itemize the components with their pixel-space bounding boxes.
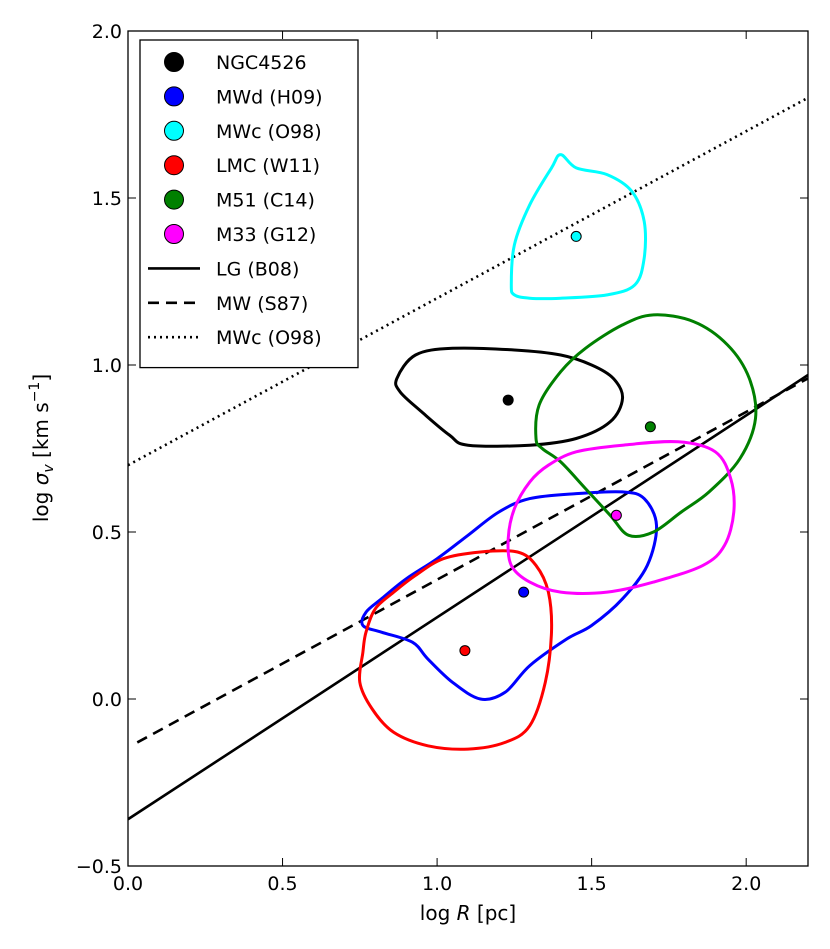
legend: NGC4526 MWd (H09) MWc (O98) LMC (W11) M51 (C… (139, 39, 359, 369)
x-axis-label: log R [pc] (420, 901, 516, 925)
legend-label-mw: MW (S87) (216, 293, 308, 315)
contour-ngc4526 (394, 346, 625, 448)
plot-area (128, 96, 808, 821)
point-m51 (644, 421, 656, 433)
legend-label-mwc_line: MWc (O98) (216, 327, 322, 349)
contour-mwc (509, 153, 648, 301)
plot-content (128, 96, 808, 821)
x-axis-label-suffix: [pc] (471, 901, 517, 925)
axes: 0.0 0.5 1.0 1.5 2.0−0.50.00.51.01.52.0 (76, 21, 809, 895)
x-tick-label: 2.0 (731, 873, 761, 895)
axes-frame (127, 30, 809, 867)
y-axis-label-prefix: log (29, 485, 53, 522)
y-tick-label: 2.0 (92, 21, 122, 43)
point-m33 (610, 509, 622, 521)
y-tick-label: −0.5 (76, 856, 122, 878)
contour-m51 (534, 313, 758, 539)
point-mwd (518, 586, 530, 598)
legend-marker-lmc (164, 155, 184, 176)
y-tick-label: 0.0 (92, 689, 122, 711)
point-mwc (570, 230, 582, 242)
point-lmc (459, 645, 471, 657)
legend-marker-mwc (164, 120, 184, 141)
y-axis-label-unit-open: [km s (29, 402, 53, 464)
x-axis-label-var: R (457, 901, 471, 925)
point-ngc4526 (502, 394, 514, 406)
contour-mwd (360, 490, 659, 701)
y-axis-label-sup: −1 (27, 382, 43, 403)
y-tick-label: 1.5 (92, 188, 122, 210)
legend-label-m33: M33 (G12) (216, 224, 316, 246)
x-tick-label: 1.0 (422, 873, 452, 895)
relation-line-lg (128, 373, 808, 821)
legend-label-lg: LG (B08) (216, 258, 299, 280)
x-tick-label: 0.0 (113, 873, 143, 895)
legend-marker-ngc4526 (164, 52, 184, 72)
x-tick-label: 1.5 (577, 873, 607, 895)
legend-label-m51: M51 (C14) (216, 190, 315, 212)
legend-label-ngc4526: NGC4526 (216, 52, 307, 74)
legend-marker-m51 (164, 189, 184, 210)
legend-marker-m33 (164, 224, 184, 244)
legend-label-mwc: MWc (O98) (216, 121, 322, 143)
contour-m33 (506, 440, 736, 595)
y-axis-label: log σv [km s−1] (27, 374, 57, 522)
y-tick-label: 1.0 (92, 355, 122, 377)
y-axis-label-unit-close: ] (29, 374, 53, 382)
legend-label-mwd: MWd (H09) (216, 86, 323, 108)
x-axis-label-prefix: log (420, 901, 457, 925)
contour-lmc (357, 549, 554, 751)
relation-line-mw (136, 377, 808, 744)
legend-label-lmc: LMC (W11) (216, 155, 320, 177)
y-axis-label-var: σ (29, 471, 53, 485)
x-tick-label: 0.5 (267, 873, 297, 895)
legend-marker-mwd (164, 86, 184, 107)
y-axis-label-sub: v (41, 464, 57, 473)
y-tick-label: 0.5 (92, 522, 122, 544)
